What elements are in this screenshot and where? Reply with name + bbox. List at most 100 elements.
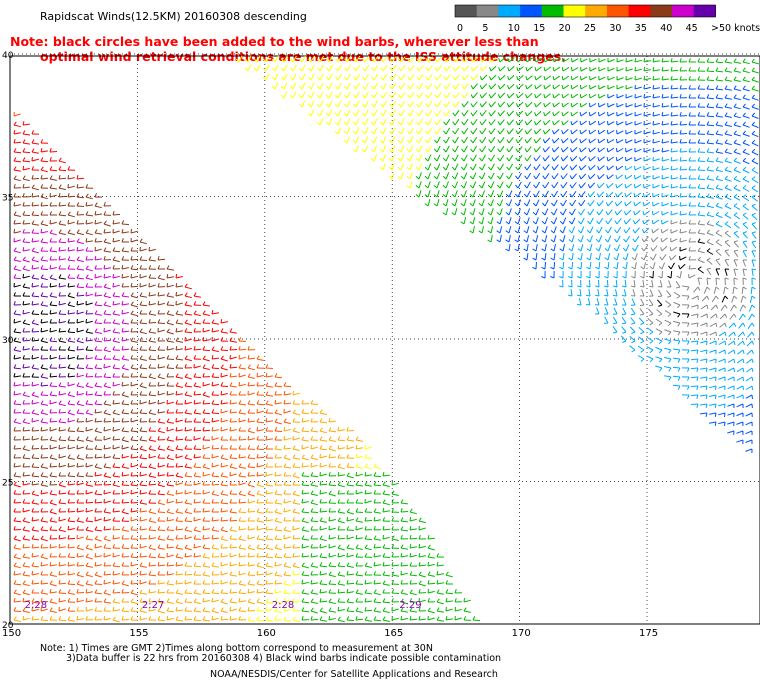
wind-barb (643, 122, 651, 126)
wind-barb (166, 439, 174, 442)
wind-barb (274, 538, 282, 541)
wind-barb-feather (373, 535, 377, 540)
wind-barb-feather (67, 319, 70, 324)
wind-barb (382, 528, 391, 531)
wind-barb (13, 331, 21, 334)
wind-barb-feather (220, 319, 223, 324)
wind-barb-feather (229, 481, 232, 486)
wind-barb (301, 465, 309, 468)
wind-barb (598, 244, 602, 252)
wind-barb-feather (470, 130, 474, 135)
wind-barb-feather (604, 285, 609, 288)
wind-barb-feather (596, 220, 600, 225)
wind-barb (103, 223, 111, 227)
wind-barb (517, 146, 523, 153)
wind-barb (499, 199, 503, 207)
wind-barb-feather (552, 112, 555, 117)
wind-barb (690, 385, 699, 387)
wind-barb-feather (706, 58, 710, 63)
wind-barb-feather (667, 322, 672, 327)
wind-barb-feather (550, 239, 555, 243)
wind-barb-feather (362, 103, 366, 108)
wind-barb (13, 284, 21, 288)
wind-barb-feather (310, 436, 314, 441)
wind-barb (700, 322, 708, 327)
wind-barb-feather (668, 265, 672, 270)
wind-barb-feather (256, 445, 260, 450)
wind-barb-feather (552, 66, 555, 72)
wind-barb-feather (346, 490, 349, 495)
wind-barb-feather (523, 211, 528, 216)
wind-barb-feather (130, 526, 133, 531)
wind-barb-feather (733, 340, 736, 346)
wind-barb (690, 376, 699, 379)
wind-barb (656, 299, 663, 306)
wind-barb-feather (40, 391, 44, 396)
wind-barb-feather (85, 391, 88, 396)
wind-barb (139, 439, 147, 442)
wind-barb (139, 412, 148, 415)
wind-barb-feather (751, 130, 756, 135)
wind-barb-feather (344, 85, 348, 90)
wind-barb-feather (586, 276, 591, 279)
wind-barb-feather (184, 436, 187, 441)
wind-barb-feather (271, 67, 276, 72)
wind-barb-feather (265, 409, 269, 414)
wind-barb (742, 106, 750, 110)
wind-barb-feather (85, 274, 89, 279)
wind-barb (709, 421, 717, 424)
wind-barb-feather (40, 256, 44, 261)
wind-barb-feather (506, 103, 510, 108)
wind-barb (598, 235, 603, 243)
wind-barb (31, 430, 40, 432)
wind-barb (481, 92, 487, 99)
wind-barb-feather (443, 121, 447, 126)
wind-barb (292, 73, 297, 81)
wind-barb (544, 137, 551, 144)
wind-barb (598, 182, 605, 189)
wind-barb (211, 330, 219, 333)
wind-barb (292, 392, 300, 396)
wind-barb-feather (274, 400, 277, 405)
wind-barb-feather (361, 121, 366, 126)
wind-barb-feather (542, 166, 546, 171)
wind-barb-feather (742, 148, 747, 153)
wind-barb (292, 430, 300, 434)
wind-barb (184, 322, 192, 326)
wind-barb (274, 402, 282, 405)
wind-barb (184, 376, 192, 380)
wind-barb-feather (31, 409, 35, 414)
wind-barb (22, 348, 30, 351)
wind-barb-feather (634, 66, 636, 72)
wind-barb-feather (705, 412, 708, 418)
wind-barb-feather (696, 349, 699, 355)
wind-barb (508, 110, 515, 117)
wind-barb (613, 307, 618, 315)
wind-barb-feather (139, 507, 142, 513)
wind-barb (157, 465, 165, 468)
wind-barb (76, 329, 84, 333)
wind-barb-feather (587, 220, 591, 225)
wind-barb-feather (40, 193, 44, 198)
wind-barb (148, 313, 156, 316)
wind-barb (718, 331, 726, 337)
wind-barb-feather (452, 58, 456, 63)
wind-barb-feather (40, 327, 43, 333)
wind-barb-feather (229, 499, 232, 504)
wind-barb (13, 375, 21, 378)
wind-barb-feather (696, 313, 699, 319)
wind-barb (463, 145, 468, 153)
wind-barb-feather (13, 346, 17, 351)
wind-barb-feather (579, 84, 582, 90)
wind-barb (247, 500, 255, 504)
wind-barb-feather (31, 427, 34, 432)
wind-barb (94, 420, 103, 423)
wind-barb-feather (724, 85, 728, 90)
wind-barb-feather (202, 426, 205, 432)
wind-barb (103, 421, 112, 423)
wind-barb (49, 546, 57, 549)
wind-barb-feather (310, 472, 314, 477)
wind-barb-feather (301, 409, 305, 414)
wind-barb (121, 330, 130, 333)
wind-barb-feather (49, 346, 52, 351)
